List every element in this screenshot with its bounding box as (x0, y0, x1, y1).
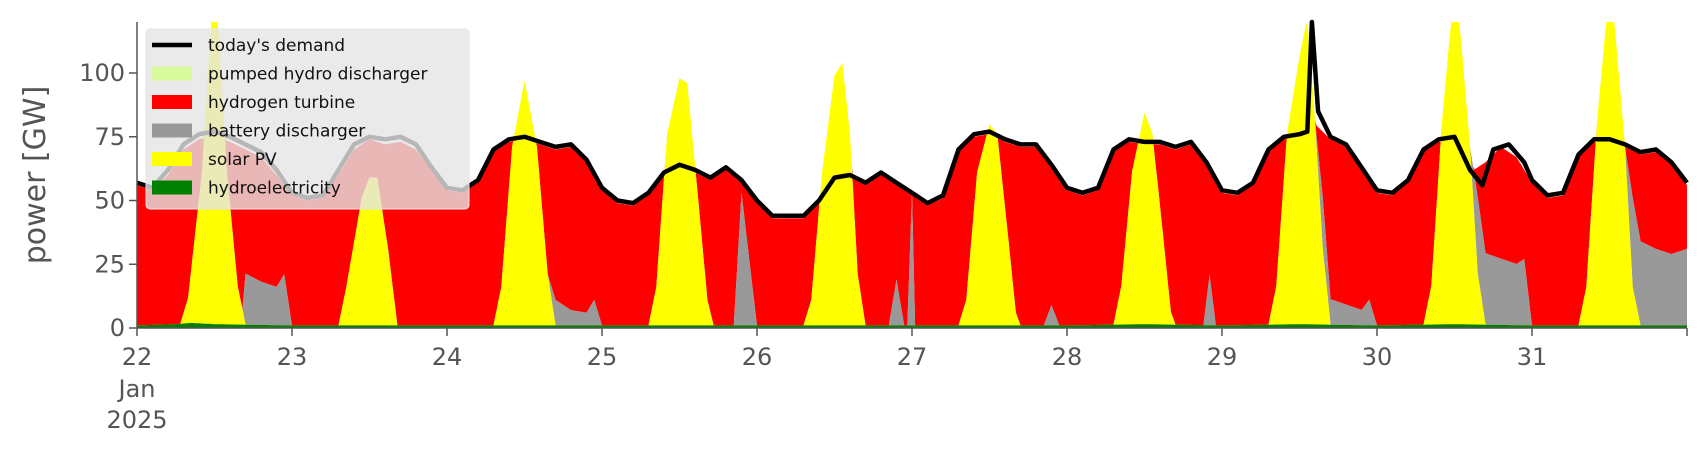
x-tick-label: 23 (277, 343, 308, 371)
x-tick-label: 29 (1207, 343, 1238, 371)
hydroelectricity-area (137, 322, 1687, 328)
legend-swatch (152, 95, 192, 109)
x-tick-label: 28 (1052, 343, 1083, 371)
legend-label: hydrogen turbine (208, 93, 355, 113)
axes: 0 25 50 75 100 22 Jan 2025 23 24 25 26 27 28 29 30 31 (79, 22, 1688, 434)
legend-swatch (152, 152, 192, 166)
y-tick-label: 50 (94, 187, 125, 215)
x-tick-label: 22 (122, 343, 153, 371)
legend-label: pumped hydro discharger (208, 65, 427, 85)
legend-swatch (152, 123, 192, 138)
hydrogen-turbine-area (137, 22, 1687, 326)
x-tick-label: 24 (432, 343, 463, 371)
legend-label: hydroelectricity (208, 179, 341, 199)
legend: today's demand pumped hydro discharger hyd… (145, 28, 470, 210)
solar-pv-area (137, 22, 1687, 326)
plot-area (136, 19, 1689, 328)
legend-label: solar PV (208, 150, 277, 170)
legend-label: battery discharger (208, 122, 365, 142)
y-axis-label: power [GW] (18, 86, 53, 265)
y-tick-label: 100 (79, 59, 125, 87)
x-tick-sublabel: 2025 (106, 406, 167, 434)
battery-discharger-area (137, 22, 1687, 326)
y-tick-label: 25 (94, 250, 125, 278)
legend-swatch (152, 66, 192, 81)
area-layer (137, 22, 1687, 328)
x-tick-label: 30 (1362, 343, 1393, 371)
legend-swatch (152, 180, 192, 195)
y-tick-label: 0 (110, 314, 125, 342)
x-tick-label: 26 (742, 343, 773, 371)
x-tick-label: 31 (1517, 343, 1548, 371)
legend-box (145, 28, 470, 210)
x-tick-label: 25 (587, 343, 618, 371)
y-tick-label: 75 (94, 123, 125, 151)
x-tick-label: 27 (897, 343, 928, 371)
legend-label: today's demand (208, 36, 345, 56)
x-tick-sublabel: Jan (117, 375, 156, 403)
